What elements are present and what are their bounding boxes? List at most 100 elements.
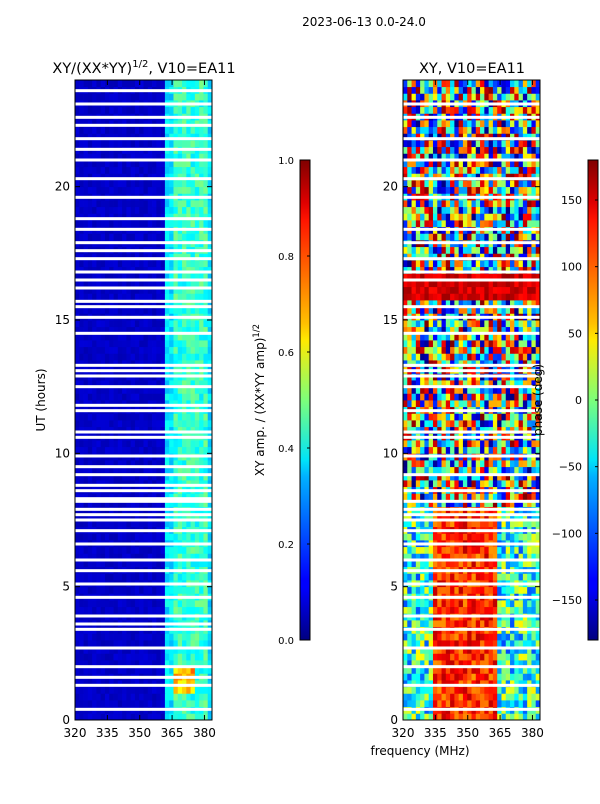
heatmap-cell	[169, 220, 174, 227]
heatmap-cell	[403, 413, 408, 420]
heatmap-cell	[75, 233, 80, 240]
heatmap-cell	[139, 340, 144, 347]
heatmap-cell	[173, 107, 178, 114]
heatmap-cell	[92, 167, 97, 174]
heatmap-cell	[416, 653, 421, 660]
heatmap-cell	[493, 400, 498, 407]
heatmap-cell	[178, 140, 183, 147]
heatmap-cell	[173, 533, 178, 540]
heatmap-cell	[173, 413, 178, 420]
heatmap-cell	[126, 440, 131, 447]
heatmap-cell	[420, 673, 425, 680]
heatmap-cell	[416, 460, 421, 467]
phase-title: XY, V10=EA11	[419, 61, 525, 77]
heatmap-cell	[105, 353, 110, 360]
heatmap-cell	[114, 347, 119, 354]
heatmap-cell	[510, 653, 515, 660]
heatmap-cell	[476, 413, 481, 420]
heatmap-cell	[79, 533, 84, 540]
heatmap-cell	[96, 573, 101, 580]
heatmap-cell	[118, 93, 123, 100]
heatmap-cell	[446, 340, 451, 347]
heatmap-cell	[489, 547, 494, 554]
heatmap-cell	[420, 607, 425, 614]
heatmap-cell	[105, 340, 110, 347]
heatmap-cell	[480, 700, 485, 707]
heatmap-cell	[191, 140, 196, 147]
heatmap-cell	[182, 260, 187, 267]
heatmap-cell	[122, 700, 127, 707]
heatmap-cell	[446, 587, 451, 594]
heatmap-cell	[122, 293, 127, 300]
heatmap-cell	[169, 180, 174, 187]
heatmap-cell	[484, 420, 489, 427]
heatmap-cell	[497, 413, 502, 420]
heatmap-cell	[446, 687, 451, 694]
heatmap-cell	[472, 620, 477, 627]
heatmap-cell	[105, 573, 110, 580]
heatmap-cell	[429, 700, 434, 707]
heatmap-cell	[152, 80, 157, 87]
heatmap-cell	[424, 533, 429, 540]
heatmap-cell	[131, 207, 136, 214]
heatmap-cell	[122, 140, 127, 147]
heatmap-cell	[186, 320, 191, 327]
heatmap-cell	[148, 633, 153, 640]
heatmap-cell	[178, 713, 183, 720]
heatmap-cell	[178, 653, 183, 660]
heatmap-cell	[135, 587, 140, 594]
heatmap-cell	[442, 547, 447, 554]
heatmap-cell	[182, 80, 187, 87]
heatmap-cell	[446, 480, 451, 487]
heatmap-cell	[195, 607, 200, 614]
heatmap-cell	[165, 207, 170, 214]
heatmap-cell	[92, 413, 97, 420]
heatmap-cell	[152, 260, 157, 267]
heatmap-cell	[161, 640, 166, 647]
heatmap-cell	[131, 587, 136, 594]
y-tick-label: 0	[62, 713, 70, 727]
heatmap-cell	[437, 713, 442, 720]
heatmap-cell	[88, 127, 93, 134]
heatmap-cell	[88, 693, 93, 700]
heatmap-cell	[79, 547, 84, 554]
heatmap-cell	[109, 233, 114, 240]
heatmap-cell	[433, 547, 438, 554]
heatmap-cell	[493, 533, 498, 540]
heatmap-cell	[126, 533, 131, 540]
heatmap-cell	[169, 440, 174, 447]
heatmap-cell	[523, 713, 528, 720]
heatmap-cell	[442, 620, 447, 627]
heatmap-cell	[203, 447, 208, 454]
heatmap-cell	[467, 640, 472, 647]
heatmap-cell	[501, 673, 506, 680]
heatmap-cell	[156, 187, 161, 194]
heatmap-cell	[476, 573, 481, 580]
heatmap-cell	[480, 353, 485, 360]
heatmap-cell	[416, 600, 421, 607]
heatmap-cell	[459, 467, 464, 474]
heatmap-cell	[152, 447, 157, 454]
heatmap-cell	[148, 320, 153, 327]
heatmap-cell	[114, 200, 119, 207]
heatmap-cell	[476, 620, 481, 627]
heatmap-cell	[472, 673, 477, 680]
heatmap-cell	[450, 600, 455, 607]
heatmap-cell	[109, 687, 114, 694]
heatmap-cell	[186, 693, 191, 700]
heatmap-cell	[126, 687, 131, 694]
heatmap-cell	[88, 600, 93, 607]
heatmap-cell	[420, 413, 425, 420]
heatmap-cell	[519, 393, 524, 400]
heatmap-cell	[139, 600, 144, 607]
heatmap-cell	[523, 347, 528, 354]
heatmap-cell	[79, 640, 84, 647]
heatmap-cell	[519, 713, 524, 720]
heatmap-cell	[88, 573, 93, 580]
heatmap-cell	[510, 533, 515, 540]
heatmap-cell	[416, 447, 421, 454]
heatmap-cell	[493, 480, 498, 487]
heatmap-cell	[96, 140, 101, 147]
heatmap-cell	[79, 80, 84, 87]
heatmap-cell	[96, 93, 101, 100]
